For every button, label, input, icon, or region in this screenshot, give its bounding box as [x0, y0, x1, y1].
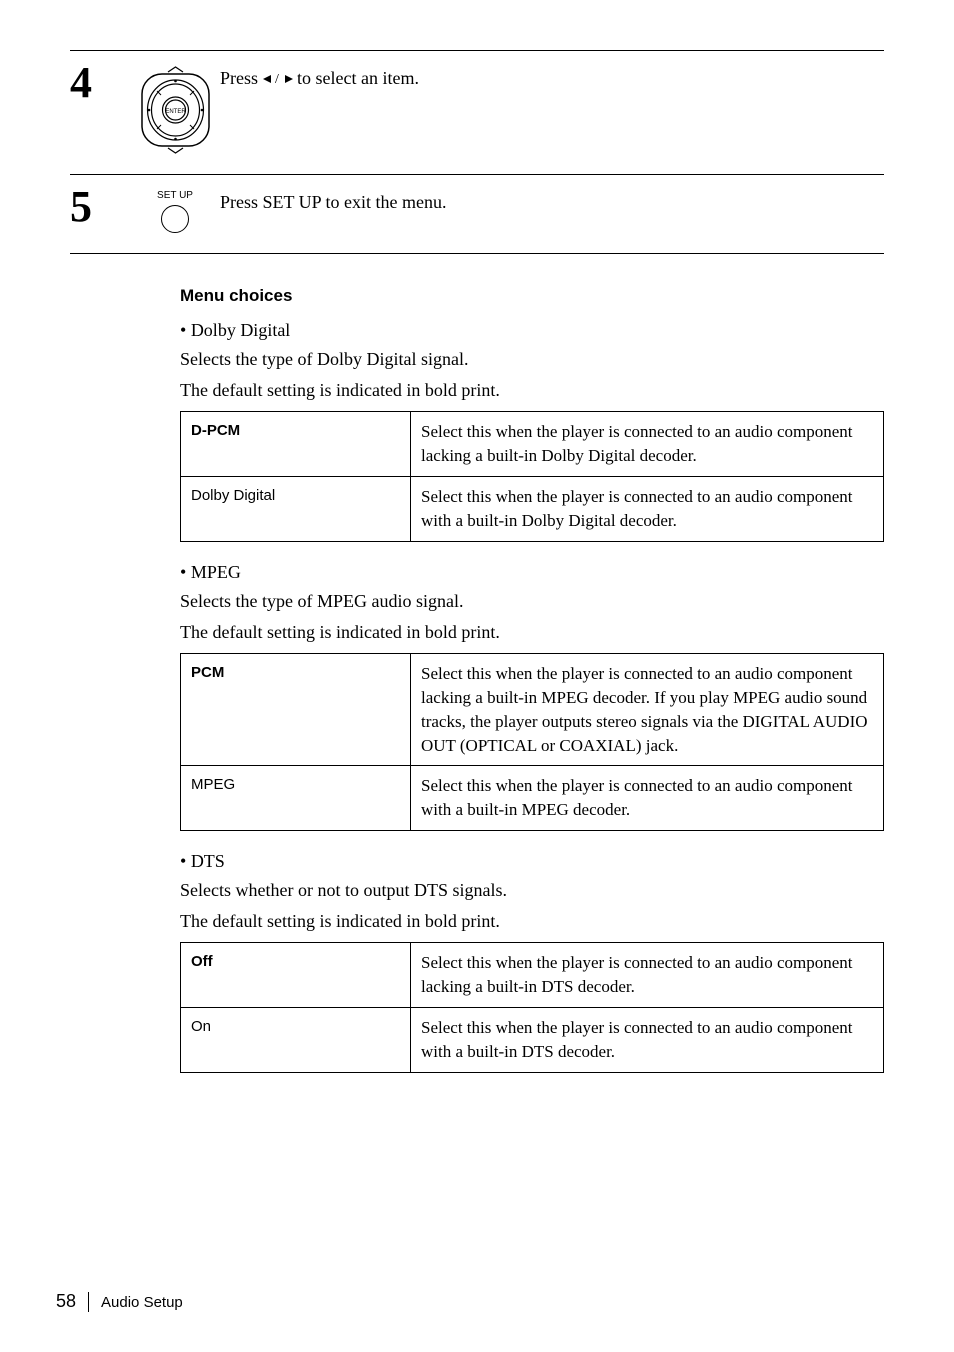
- bullet-mpeg: MPEG: [180, 560, 884, 585]
- desc-mpeg-1: Selects the type of MPEG audio signal.: [180, 589, 884, 614]
- footer-divider: [88, 1292, 89, 1312]
- step-5-row: 5 SET UP Press SET UP to exit the menu.: [70, 174, 884, 233]
- svg-text:/: /: [275, 73, 279, 85]
- table-row: MPEG Select this when the player is conn…: [181, 766, 884, 831]
- desc-dts-1: Selects whether or not to output DTS sig…: [180, 878, 884, 903]
- opt-name: D-PCM: [181, 412, 411, 477]
- opt-desc: Select this when the player is connected…: [411, 654, 884, 766]
- table-dts: Off Select this when the player is conne…: [180, 942, 884, 1072]
- table-row: Off Select this when the player is conne…: [181, 943, 884, 1008]
- divider: [70, 253, 884, 254]
- bullet-dts: DTS: [180, 849, 884, 874]
- table-row: PCM Select this when the player is conne…: [181, 654, 884, 766]
- step-4-row: 4 ENTER: [70, 50, 884, 154]
- svg-text:ENTER: ENTER: [165, 109, 186, 115]
- opt-name: PCM: [181, 654, 411, 766]
- opt-desc: Select this when the player is connected…: [411, 943, 884, 1008]
- opt-desc: Select this when the player is connected…: [411, 766, 884, 831]
- menu-choices-heading: Menu choices: [180, 284, 884, 308]
- opt-desc: Select this when the player is connected…: [411, 412, 884, 477]
- step-text-after: to select an item.: [293, 68, 419, 88]
- arrow-icon: /: [263, 68, 293, 88]
- opt-desc: Select this when the player is connected…: [411, 1008, 884, 1073]
- opt-name: Dolby Digital: [181, 476, 411, 541]
- desc-dolby-1: Selects the type of Dolby Digital signal…: [180, 347, 884, 372]
- setup-button-icon: SET UP: [130, 185, 220, 233]
- opt-desc: Select this when the player is connected…: [411, 476, 884, 541]
- step-4-text: Press / to select an item.: [220, 61, 419, 91]
- table-mpeg: PCM Select this when the player is conne…: [180, 653, 884, 831]
- setup-circle-icon: [161, 205, 189, 233]
- table-dolby: D-PCM Select this when the player is con…: [180, 411, 884, 541]
- setup-label: SET UP: [157, 190, 193, 201]
- desc-dolby-2: The default setting is indicated in bold…: [180, 378, 884, 403]
- table-row: Dolby Digital Select this when the playe…: [181, 476, 884, 541]
- opt-name: Off: [181, 943, 411, 1008]
- desc-mpeg-2: The default setting is indicated in bold…: [180, 620, 884, 645]
- table-row: D-PCM Select this when the player is con…: [181, 412, 884, 477]
- step-text-before: Press: [220, 68, 263, 88]
- footer: 58 Audio Setup: [56, 1291, 183, 1312]
- desc-dts-2: The default setting is indicated in bold…: [180, 909, 884, 934]
- content-body: Menu choices Dolby Digital Selects the t…: [180, 284, 884, 1073]
- step-number: 4: [70, 61, 130, 105]
- opt-name: MPEG: [181, 766, 411, 831]
- step-number: 5: [70, 185, 130, 229]
- bullet-dolby: Dolby Digital: [180, 318, 884, 343]
- enter-button-icon: ENTER: [130, 61, 220, 154]
- page-number: 58: [56, 1291, 76, 1312]
- step-5-text: Press SET UP to exit the menu.: [220, 185, 447, 215]
- table-row: On Select this when the player is connec…: [181, 1008, 884, 1073]
- opt-name: On: [181, 1008, 411, 1073]
- footer-title: Audio Setup: [101, 1294, 183, 1311]
